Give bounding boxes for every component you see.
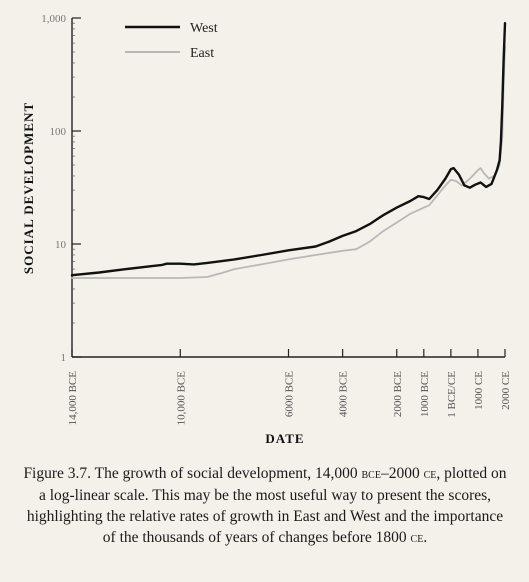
x-tick-label: 1 BCE/CE [446, 371, 458, 418]
caption-end: . [423, 529, 428, 546]
x-tick-label: 4000 BCE [338, 371, 350, 417]
y-ticks: 1 10 100 1,000 [41, 13, 81, 364]
y-tick-label: 1,000 [41, 13, 66, 25]
y-tick-label: 1 [61, 352, 67, 364]
caption-body: , plotted on a log-linear scale. This ma… [26, 465, 507, 546]
y-axis-title: SOCIAL DEVELOPMENT [21, 102, 36, 274]
legend-label-west: West [190, 21, 218, 36]
series-lines [70, 22, 507, 279]
y-tick-label: 10 [55, 239, 67, 251]
x-axis-title: DATE [265, 431, 304, 446]
x-tick-label: 2000 BCE [392, 371, 404, 417]
x-tick-label: 2000 CE [500, 371, 512, 410]
x-tick-label: 1000 CE [473, 371, 485, 410]
x-ticks: 14,000 BCE 10,000 BCE 6000 BCE 4000 BCE 2000… [67, 349, 512, 425]
series-line-west [70, 22, 507, 277]
caption-lead: Figure 3.7. The growth of social develop… [23, 465, 362, 482]
x-tick-label: 1000 BCE [419, 371, 431, 417]
series-line-east [71, 45, 506, 279]
x-tick-label: 14,000 BCE [67, 371, 79, 426]
chart-area: 14,000 BCE 10,000 BCE 6000 BCE 4000 BCE 2000… [21, 13, 512, 446]
legend-label-east: East [190, 46, 214, 61]
y-tick-label: 100 [50, 126, 67, 138]
x-tick-label: 10,000 BCE [175, 371, 187, 426]
legend: West East [125, 21, 218, 61]
caption-bce: bce [361, 467, 381, 482]
caption-ce-2: ce [410, 531, 424, 546]
caption-ce-1: ce [423, 467, 437, 482]
figure-caption: Figure 3.7. The growth of social develop… [20, 463, 510, 549]
x-tick-label: 6000 BCE [284, 371, 296, 417]
caption-dash: –2000 [380, 465, 424, 482]
